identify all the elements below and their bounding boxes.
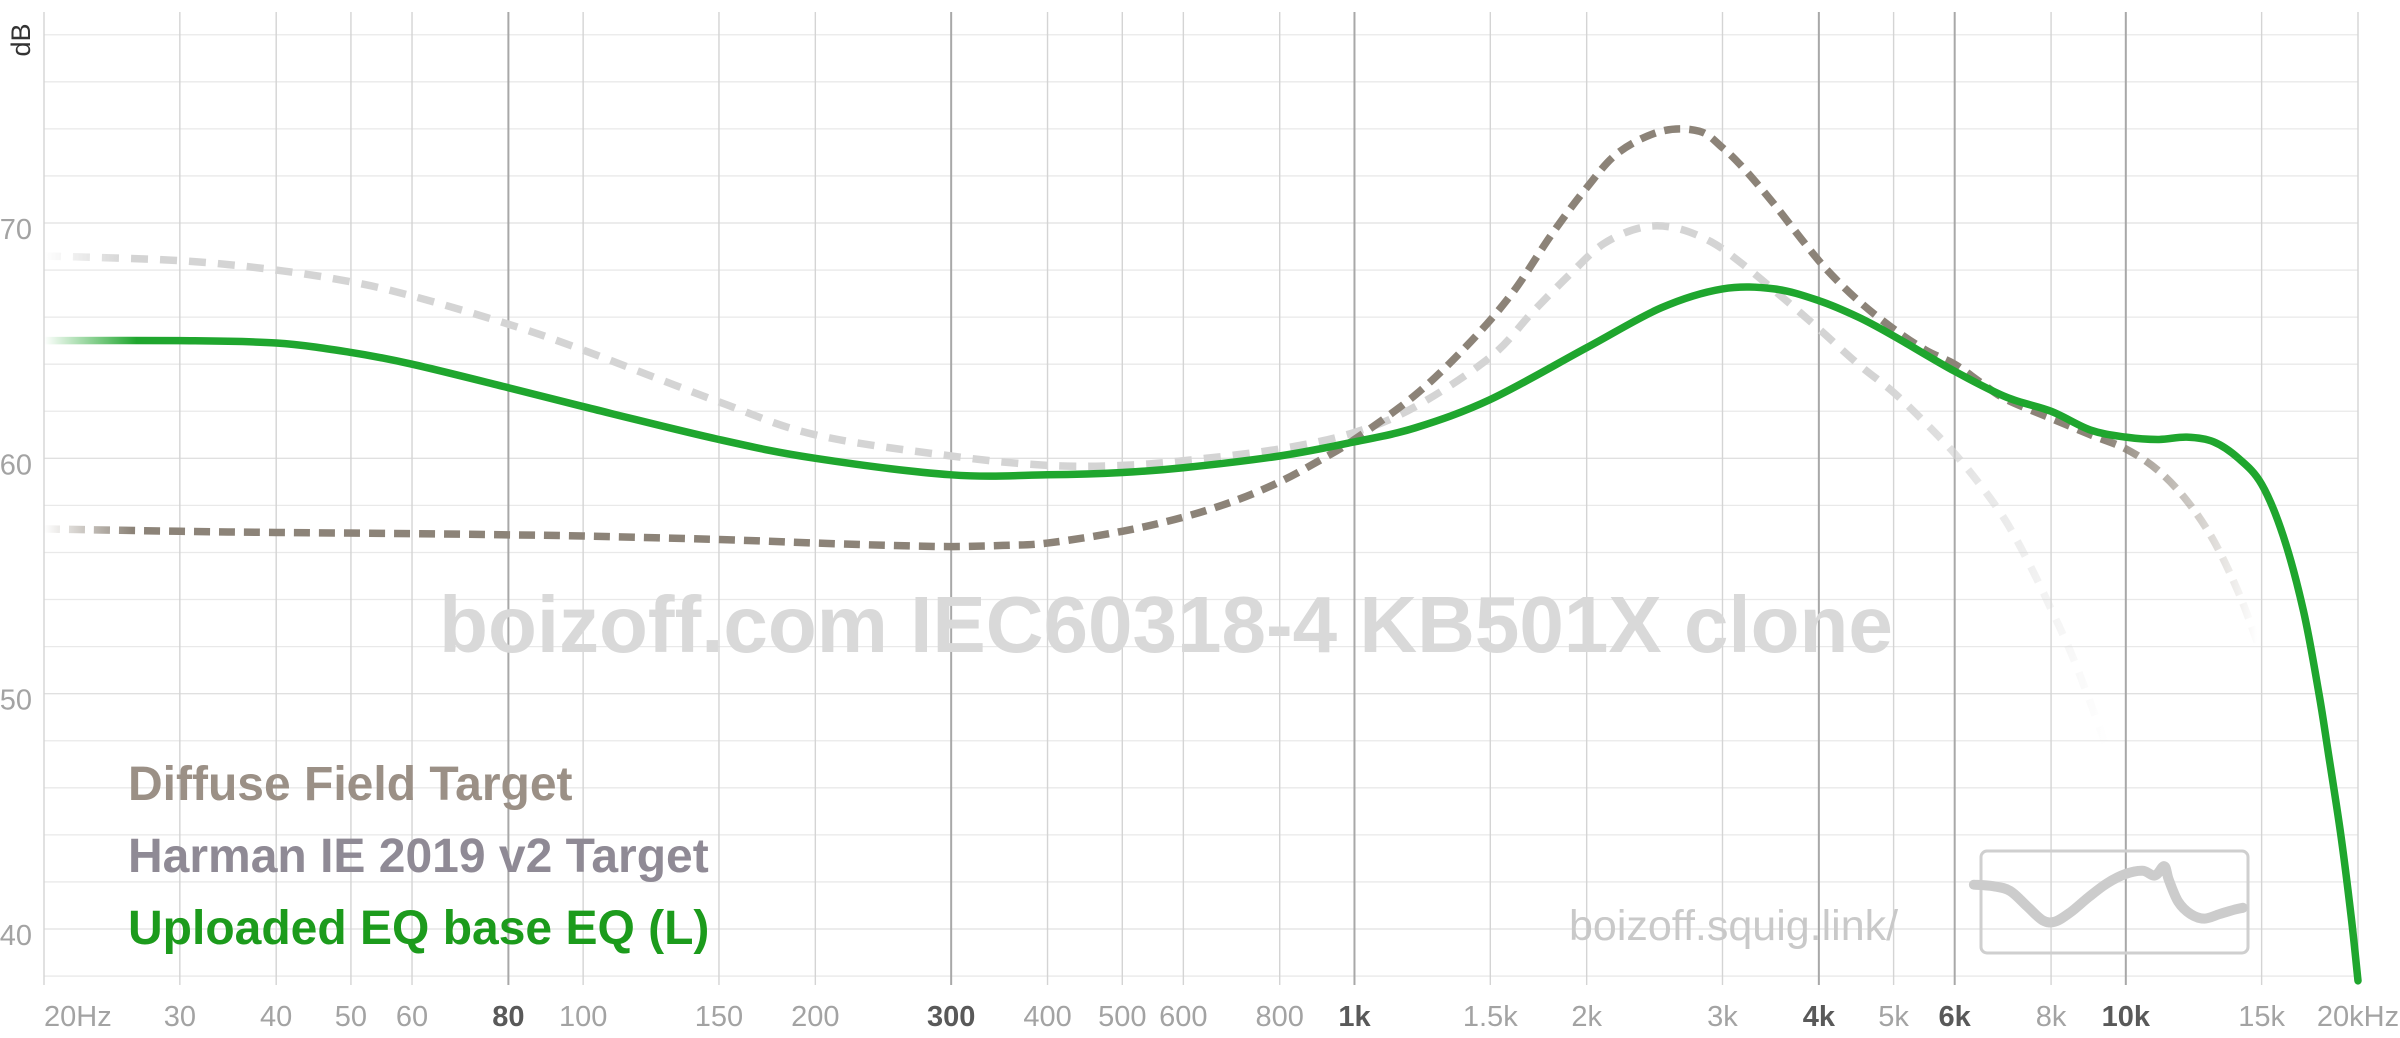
svg-text:1k: 1k [1338, 1001, 1371, 1033]
svg-text:60: 60 [0, 449, 32, 481]
svg-text:30: 30 [164, 1001, 196, 1033]
svg-text:500: 500 [1098, 1001, 1146, 1033]
svg-text:1.5k: 1.5k [1463, 1001, 1518, 1033]
svg-text:15k: 15k [2238, 1001, 2285, 1033]
svg-text:800: 800 [1256, 1001, 1304, 1033]
svg-text:boizoff.squig.link/: boizoff.squig.link/ [1569, 902, 1898, 950]
svg-text:6k: 6k [1939, 1001, 1972, 1033]
svg-text:50: 50 [0, 685, 32, 717]
svg-text:300: 300 [927, 1001, 975, 1033]
svg-text:2k: 2k [1571, 1001, 1602, 1033]
svg-text:20kHz: 20kHz [2317, 1001, 2399, 1033]
svg-text:boizoff.com IEC60318-4 KB501X: boizoff.com IEC60318-4 KB501X clone [439, 580, 1893, 669]
svg-text:Diffuse Field Target: Diffuse Field Target [128, 758, 573, 811]
svg-text:50: 50 [335, 1001, 367, 1033]
svg-text:200: 200 [791, 1001, 839, 1033]
svg-text:60: 60 [396, 1001, 428, 1033]
svg-text:3k: 3k [1707, 1001, 1738, 1033]
svg-text:4k: 4k [1803, 1001, 1836, 1033]
svg-text:70: 70 [0, 214, 32, 246]
svg-text:80: 80 [492, 1001, 524, 1033]
svg-text:10k: 10k [2102, 1001, 2151, 1033]
svg-text:5k: 5k [1878, 1001, 1909, 1033]
svg-text:40: 40 [0, 920, 32, 952]
svg-text:600: 600 [1159, 1001, 1207, 1033]
svg-text:150: 150 [695, 1001, 743, 1033]
svg-text:dB: dB [6, 23, 36, 56]
svg-text:100: 100 [559, 1001, 607, 1033]
svg-text:40: 40 [260, 1001, 292, 1033]
svg-text:Harman IE 2019 v2 Target: Harman IE 2019 v2 Target [128, 830, 709, 883]
svg-text:8k: 8k [2036, 1001, 2067, 1033]
svg-text:Uploaded EQ base EQ (L): Uploaded EQ base EQ (L) [128, 902, 709, 955]
svg-text:20Hz: 20Hz [44, 1001, 112, 1033]
svg-text:400: 400 [1023, 1001, 1071, 1033]
